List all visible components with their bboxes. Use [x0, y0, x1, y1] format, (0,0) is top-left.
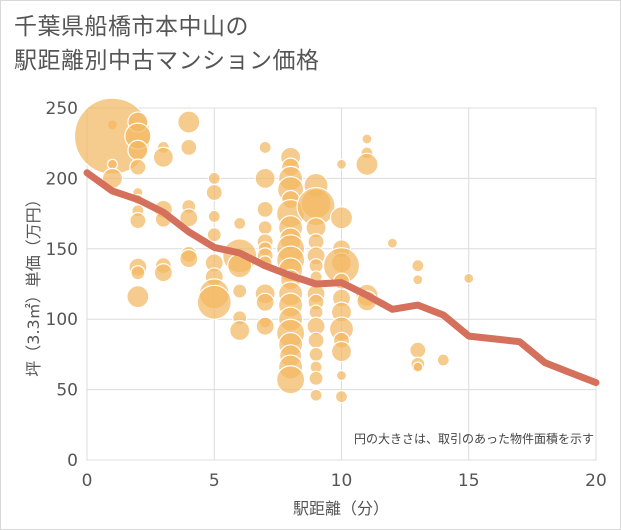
bubble-point [229, 319, 251, 342]
bubble-point [153, 263, 173, 283]
x-tick-label: 0 [82, 471, 93, 491]
bubble-point [335, 369, 348, 382]
bubble-point [180, 138, 198, 157]
x-axis-title: 駅距離（分） [293, 499, 389, 518]
y-axis-title: 坪（3.3㎡）単価（万円） [24, 191, 43, 376]
y-tick-labels: 0 50 100 150 200 250 [46, 99, 78, 471]
bubble-point [355, 152, 379, 176]
bubble-point [308, 370, 324, 386]
bubble-point [276, 365, 306, 395]
bubble-point [152, 146, 174, 168]
chart-title-line1: 千葉県船橋市本中山の [14, 14, 249, 40]
bubbles [73, 97, 475, 404]
y-tick-label: 50 [56, 381, 78, 401]
y-tick-label: 200 [46, 169, 78, 189]
bubble-point [412, 361, 424, 373]
bubble-point [130, 265, 146, 281]
bubble-point [256, 200, 274, 218]
bubble-point [361, 133, 373, 145]
bubble-point [196, 284, 232, 320]
bubble-point [309, 388, 323, 402]
bubble-point [411, 259, 425, 273]
bubble-point [334, 390, 349, 404]
x-tick-label: 5 [209, 471, 220, 491]
bubble-point [254, 167, 276, 189]
trend-line [83, 169, 600, 387]
bubble-point [129, 212, 147, 230]
y-tick-label: 250 [46, 99, 78, 119]
bubble-point [179, 208, 199, 228]
chart-title: 千葉県船橋市本中山の 駅距離別中古マンション価格 [14, 10, 320, 78]
bubble-point [207, 171, 221, 185]
bubble-point [330, 340, 353, 363]
bubble-point [129, 158, 147, 176]
bubble-point [255, 292, 275, 312]
bubble-point [307, 331, 325, 349]
bubble-point [232, 283, 248, 299]
x-tick-label: 20 [585, 471, 607, 491]
x-tick-label: 15 [458, 471, 480, 491]
bubble-point [409, 341, 427, 359]
bubble-point [335, 158, 348, 170]
bubble-point [177, 110, 201, 134]
bubble-point [255, 316, 275, 336]
chart-title-line2: 駅距離別中古マンション価格 [14, 48, 320, 74]
y-tick-label: 100 [46, 310, 78, 330]
bubble-point [206, 227, 222, 243]
bubble-point [258, 140, 272, 155]
bubble-point [386, 237, 398, 249]
x-tick-label: 10 [331, 471, 353, 491]
y-tick-label: 0 [67, 451, 78, 471]
bubble-point [463, 272, 475, 284]
bubble-point [436, 353, 450, 367]
bubble-point [257, 220, 273, 236]
bubble-point [233, 216, 247, 231]
x-tick-labels: 0 5 10 15 20 [82, 471, 607, 491]
bubble-point [308, 346, 324, 362]
y-tick-label: 150 [46, 240, 78, 260]
bubble-size-note: 円の大きさは、取引のあった物件面積を示す [354, 431, 594, 446]
bubble-point [207, 209, 221, 224]
bubble-point [127, 139, 149, 161]
bubble-point [329, 206, 354, 230]
bubble-point [126, 285, 150, 309]
bubble-point [205, 183, 223, 202]
bubble-point [412, 274, 424, 286]
bubble-point [179, 249, 199, 269]
